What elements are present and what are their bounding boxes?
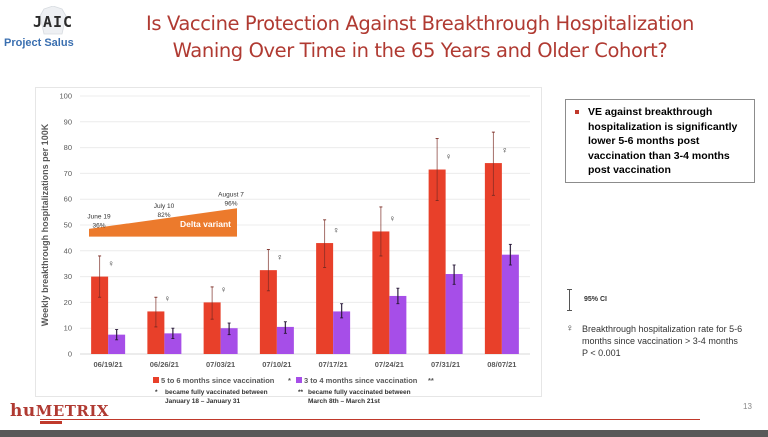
bar-5-6-months [484,163,502,354]
chart-frame [35,87,542,397]
x-tick-label: 06/19/21 [94,360,123,369]
humetrix-logo: huMETRIX [10,401,109,421]
footer-accent [40,421,62,424]
footnote-line-1: became fully vaccinated between [308,389,411,396]
bar-5-6-months [428,169,446,354]
y-tick-label: 90 [64,117,72,126]
bar-3-4-months [108,334,126,354]
bar-5-6-months [91,276,109,354]
x-tick-label: 07/24/21 [375,360,404,369]
bar-5-6-months [372,231,390,354]
page-title: Is Vaccine Protection Against Breakthrou… [120,10,720,64]
y-tick-label: 100 [59,92,72,101]
p-value: P < 0.001 [582,348,621,358]
bottom-strip [0,430,768,437]
delta-variant-label: Delta variant [180,219,231,229]
delta-point-pct: 36% [92,223,105,230]
jaic-logo-text: JAIC [33,13,73,31]
chart-legend: 5 to 6 months since vaccination * 3 to 4 m… [153,376,434,405]
project-salus-label: Project Salus [4,37,74,49]
y-tick-label: 60 [64,195,72,204]
error-bar-cap-bottom [567,310,572,311]
error-bar-cap-top [567,289,572,290]
bar-3-4-months [445,274,463,354]
delta-point-pct: 82% [157,212,170,219]
page-number: 13 [743,402,752,411]
y-tick-label: 70 [64,169,72,178]
footer-divider [40,419,700,420]
legend-label: 5 to 6 months since vaccination [161,376,275,385]
footnote-line-2: January 18 – January 31 [165,398,241,405]
legend-label: 3 to 4 months since vaccination [304,376,418,385]
delta-point-date: July 10 [154,203,175,210]
error-bar-icon [569,289,570,311]
delta-point-date: August 7 [218,192,244,199]
y-axis-ticks: 0 10 20 30 40 50 60 70 80 90 100 [59,92,72,359]
bars: ♀ ♀ ♀ ♀ ♀ ♀ ♀ ♀ [91,131,519,354]
logo-main: METRIX [35,402,110,420]
bar-3-4-months [501,254,519,354]
bullet-icon [575,110,579,114]
delta-point-pct: 96% [224,201,237,208]
x-tick-label: 06/26/21 [150,360,179,369]
callout-text: VE against breakthrough hospitalization … [588,106,738,176]
bar-5-6-months [259,270,277,354]
title-line-1: Is Vaccine Protection Against Breakthrou… [146,12,694,35]
significance-marker: ♀ [333,225,340,235]
y-tick-label: 0 [68,350,72,359]
bar-5-6-months [316,243,334,354]
legend-marker: * [288,376,291,385]
bar-3-4-months [389,295,407,354]
footnote-marker: ** [298,389,304,396]
x-tick-label: 07/31/21 [431,360,460,369]
x-tick-label: 08/07/21 [487,360,516,369]
bar-3-4-months [333,311,351,354]
delta-variant-wedge [89,208,237,237]
significance-marker: ♀ [164,293,171,303]
legend-marker: ** [428,376,434,385]
significance-marker: ♀ [445,152,452,162]
footnote-line-1: became fully vaccinated between [165,389,268,396]
significance-text: Breakthrough hospitalization rate for 5-… [582,324,743,346]
significance-marker: ♀ [277,252,284,262]
ci-label: 95% CI [584,296,607,303]
bar-3-4-months [276,326,294,354]
y-tick-label: 50 [64,221,72,230]
bar-3-4-months [164,333,182,354]
significance-marker: ♀ [389,213,396,223]
y-tick-label: 20 [64,298,72,307]
bar-3-4-months [220,328,238,354]
delta-point-date: June 19 [87,214,111,221]
x-tick-label: 07/17/21 [319,360,348,369]
footnote-line-2: March 8th – March 21st [308,398,381,405]
significance-marker: ♀ [220,284,227,294]
bar-5-6-months [203,302,221,354]
legend-swatch [296,377,302,383]
footnote-marker: * [155,389,158,396]
logo-prefix: hu [10,401,36,421]
delta-variant-annotation: Delta variant June 19 36% July 10 82% August … [87,192,244,237]
y-tick-label: 10 [64,324,72,333]
legend-swatch [153,377,159,383]
y-tick-label: 30 [64,272,72,281]
y-tick-label: 80 [64,143,72,152]
title-line-2: Waning Over Time in the 65 Years and Old… [172,39,668,62]
jaic-logo: JAIC [33,6,73,35]
y-tick-label: 40 [64,246,72,255]
significance-marker: ♀ [502,145,509,155]
x-tick-label: 07/10/21 [262,360,291,369]
significance-legend: ♀ Breakthrough hospitalization rate for … [566,323,756,359]
x-axis-ticks: 06/19/21 06/26/21 07/03/21 07/10/21 07/17/21… [94,360,517,369]
significance-icon: ♀ [566,323,574,334]
significance-marker: ♀ [108,259,115,269]
x-tick-label: 07/03/21 [206,360,235,369]
y-axis-label: Weekly breakthrough hospitalizations per… [40,123,50,326]
bar-5-6-months [147,311,165,354]
callout-box: VE against breakthrough hospitalization … [565,99,755,183]
